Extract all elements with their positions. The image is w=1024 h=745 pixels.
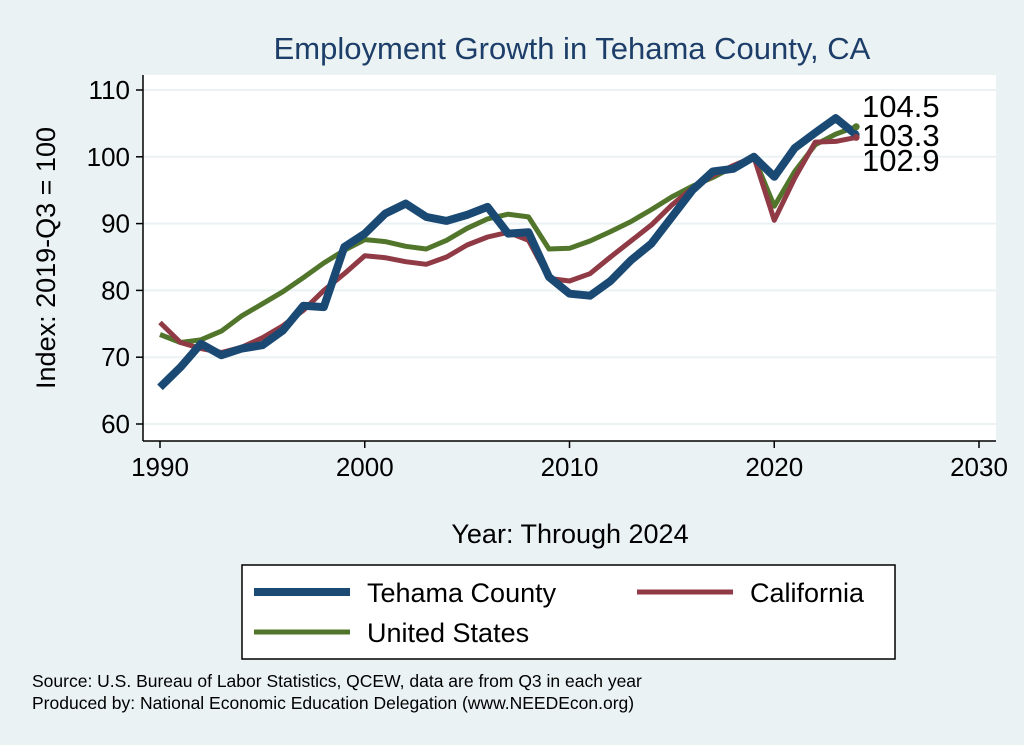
x-axis-label: Year: Through 2024 bbox=[451, 519, 688, 549]
y-tick-label-80: 80 bbox=[101, 275, 130, 305]
x-tick-label-2000: 2000 bbox=[336, 452, 394, 482]
legend: Tehama County California United States bbox=[241, 564, 896, 660]
legend-box bbox=[241, 564, 896, 660]
axes: 60 70 80 90 100 110 1990 2000 2010 2020 2030 bbox=[87, 75, 1008, 482]
y-tick-label-60: 60 bbox=[101, 409, 130, 439]
end-label-us: 104.5 bbox=[862, 89, 940, 124]
legend-label-california: California bbox=[750, 578, 865, 608]
end-marker-california bbox=[852, 133, 860, 141]
series-layer bbox=[157, 114, 859, 391]
y-tick-label-110: 110 bbox=[89, 75, 130, 105]
legend-label-tehama: Tehama County bbox=[367, 578, 557, 608]
series-line-tehama bbox=[157, 114, 859, 391]
legend-label-us: United States bbox=[367, 618, 529, 648]
producer-text: Produced by: National Economic Education… bbox=[32, 693, 634, 713]
x-tick-label-2030: 2030 bbox=[950, 452, 1008, 482]
x-tick-label-2020: 2020 bbox=[745, 452, 803, 482]
end-label-tehama: 103.3 bbox=[862, 118, 940, 153]
x-tick-label-2010: 2010 bbox=[541, 452, 599, 482]
x-tick-label-1990: 1990 bbox=[131, 452, 189, 482]
y-tick-label-70: 70 bbox=[101, 342, 130, 372]
source-text: Source: U.S. Bureau of Labor Statistics,… bbox=[32, 671, 642, 691]
end-label-california: 102.9 bbox=[862, 143, 940, 178]
y-axis-label: Index: 2019-Q3 = 100 bbox=[31, 127, 61, 389]
y-tick-label-100: 100 bbox=[87, 142, 130, 172]
end-marker-us bbox=[852, 123, 860, 131]
y-tick-label-90: 90 bbox=[101, 209, 130, 239]
chart-title: Employment Growth in Tehama County, CA bbox=[274, 31, 871, 66]
